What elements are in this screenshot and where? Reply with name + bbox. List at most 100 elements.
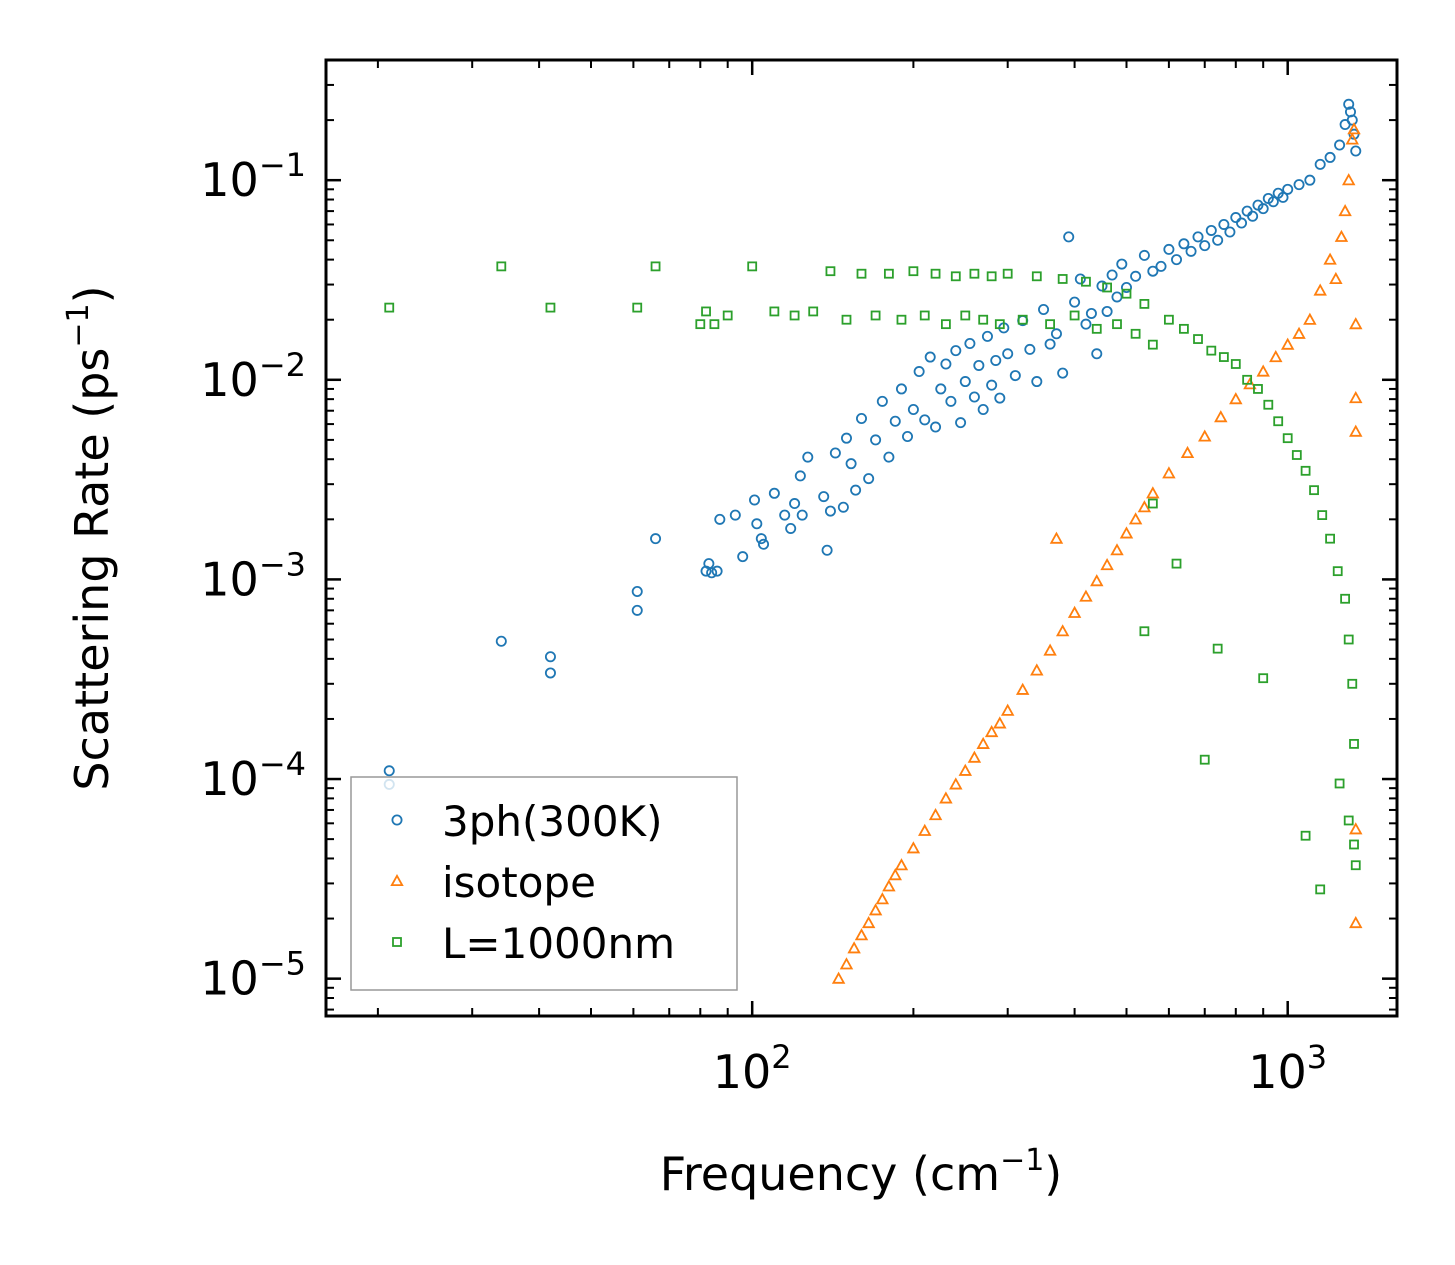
- data-point-0-54: [968, 391, 980, 403]
- data-point-0-53: [964, 338, 976, 350]
- data-point-1-29: [1100, 558, 1114, 571]
- data-point-2-22: [940, 319, 951, 330]
- data-point-0-60: [994, 392, 1006, 404]
- data-point-2-4: [650, 261, 661, 272]
- data-point-0-35: [863, 473, 875, 485]
- data-point-2-72: [1315, 884, 1326, 895]
- data-point-0-38: [883, 451, 895, 463]
- data-point-2-1: [496, 261, 507, 272]
- data-point-1-28: [1090, 574, 1104, 587]
- data-point-0-95: [1218, 218, 1230, 230]
- data-point-0-94: [1212, 234, 1224, 246]
- data-point-0-57: [981, 330, 993, 342]
- data-point-0-25: [802, 451, 814, 463]
- data-point-2-38: [1112, 319, 1122, 330]
- data-point-1-58: [1349, 915, 1363, 929]
- data-point-2-24: [960, 310, 971, 321]
- x-axis-title-sup: −1: [1000, 1143, 1044, 1178]
- y-tick-label-0: 10−5: [200, 945, 306, 1006]
- legend-marker-boundary: [392, 937, 402, 947]
- data-point-2-0: [384, 302, 395, 313]
- data-point-2-11: [789, 310, 800, 321]
- data-point-2-50: [1253, 384, 1263, 394]
- y-tick-label-exp: −2: [259, 346, 306, 384]
- data-point-0-59: [990, 354, 1002, 366]
- y-tick-label-2: 10−3: [200, 545, 306, 606]
- data-point-1-21: [1015, 682, 1030, 695]
- data-point-0-30: [837, 501, 849, 513]
- data-point-0-23: [794, 470, 806, 482]
- data-point-2-37: [1102, 282, 1113, 293]
- data-point-2-14: [841, 314, 852, 325]
- x-tick-label-base: 10: [1248, 1045, 1307, 1099]
- data-point-2-35: [1081, 276, 1091, 287]
- data-point-1-31: [1119, 526, 1134, 539]
- data-point-1-20: [1000, 703, 1015, 716]
- data-point-0-66: [1031, 376, 1043, 388]
- data-point-1-3: [854, 928, 869, 941]
- data-point-2-49: [1242, 374, 1253, 385]
- data-point-0-91: [1192, 231, 1204, 243]
- data-point-2-13: [825, 266, 836, 277]
- data-point-2-52: [1273, 416, 1284, 427]
- data-point-0-32: [845, 458, 857, 470]
- data-point-2-75: [1349, 839, 1359, 850]
- data-point-1-9: [894, 858, 909, 871]
- data-point-0-13: [729, 509, 741, 521]
- data-point-2-59: [1332, 566, 1343, 577]
- data-point-1-56: [1349, 424, 1363, 437]
- data-point-0-7: [650, 533, 662, 545]
- data-point-2-31: [1031, 271, 1042, 282]
- data-point-1-14: [949, 777, 963, 790]
- data-point-0-70: [1057, 367, 1069, 379]
- data-point-1-46: [1313, 283, 1327, 296]
- data-point-0-46: [930, 421, 942, 433]
- y-tick-label-1: 10−4: [200, 745, 306, 806]
- data-point-0-77: [1096, 280, 1108, 292]
- data-point-0-84: [1138, 249, 1150, 261]
- data-point-1-11: [918, 823, 932, 836]
- data-point-0-16: [751, 518, 763, 530]
- data-point-0-3: [544, 651, 556, 663]
- data-point-2-61: [1343, 634, 1354, 645]
- data-point-1-33: [1137, 500, 1152, 513]
- data-point-0-17: [755, 533, 767, 545]
- data-point-0-118: [1350, 145, 1362, 157]
- data-point-2-56: [1309, 485, 1319, 496]
- data-point-2-45: [1193, 334, 1203, 344]
- data-point-0-10: [706, 567, 718, 579]
- data-point-2-66: [1147, 498, 1158, 509]
- data-point-1-39: [1229, 392, 1243, 405]
- data-point-2-58: [1325, 533, 1335, 544]
- data-point-0-98: [1236, 217, 1248, 229]
- data-point-0-52: [959, 376, 971, 388]
- data-point-2-7: [709, 319, 720, 330]
- data-point-1-19: [993, 716, 1007, 729]
- data-point-0-33: [850, 484, 862, 496]
- data-point-1-16: [967, 750, 982, 763]
- data-point-1-24: [1049, 531, 1064, 544]
- data-point-1-52: [1345, 132, 1359, 145]
- legend-symbol-0: [391, 814, 403, 826]
- data-point-0-56: [977, 403, 989, 415]
- y-tick-label-exp: −5: [259, 945, 306, 983]
- data-point-2-2: [545, 302, 556, 313]
- data-point-1-7: [882, 879, 896, 892]
- data-point-2-67: [1171, 558, 1182, 569]
- data-point-0-6: [631, 604, 643, 616]
- data-point-1-53: [1347, 122, 1361, 135]
- data-point-0-74: [1080, 318, 1092, 330]
- data-point-0-29: [829, 447, 841, 459]
- legend: 3ph(300K) isotope L=1000nm: [350, 776, 738, 991]
- y-axis-title-sup: −1: [61, 303, 96, 347]
- legend-label-boundary: L=1000nm: [442, 919, 675, 968]
- data-point-0-79: [1106, 269, 1118, 281]
- y-tick-label-base: 10: [200, 552, 259, 606]
- data-point-0-93: [1205, 224, 1217, 236]
- data-point-0-19: [768, 487, 780, 499]
- data-point-1-1: [839, 957, 854, 970]
- data-point-1-43: [1280, 337, 1295, 350]
- data-series: [383, 98, 1363, 984]
- data-point-2-28: [994, 319, 1005, 330]
- x-tick-label-exp: 3: [1307, 1038, 1327, 1076]
